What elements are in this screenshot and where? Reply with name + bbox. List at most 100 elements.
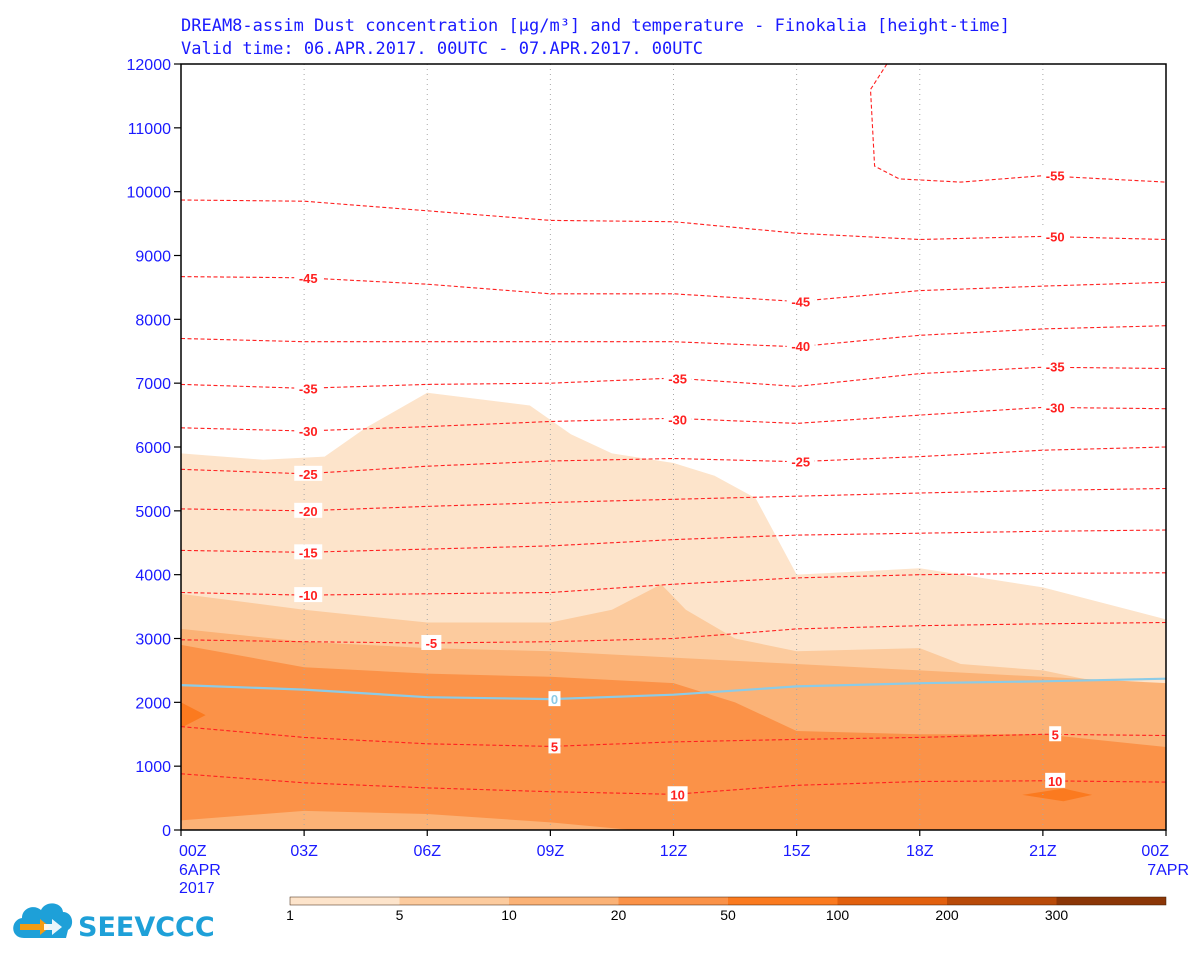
chart-subtitle: Valid time: 06.APR.2017. 00UTC - 07.APR.… [181, 39, 703, 59]
isotherm-label-bg [421, 634, 442, 650]
isotherm-label: 5 [551, 739, 558, 754]
dust-area-50-4 [181, 702, 206, 728]
y-tick-label: 4000 [135, 568, 171, 585]
colorbar-segment-2 [509, 897, 619, 905]
y-tick-label: 1000 [135, 759, 171, 776]
isotherm-label: -35 [299, 381, 318, 396]
y-tick-label: 8000 [135, 312, 171, 329]
isotherm-label: 10 [670, 787, 684, 802]
isotherm--5-16 [180, 621, 1167, 644]
isotherm--35-5 [180, 366, 1167, 389]
y-tick-label: 12000 [127, 57, 172, 74]
isotherm-label-bg [1049, 726, 1062, 742]
x-tick-label: 00Z [1141, 843, 1169, 860]
x-tick-label: 06Z [413, 843, 441, 860]
colorbar-tick-label: 200 [935, 907, 959, 923]
isotherm--40-4 [180, 325, 1167, 348]
isotherm-label-bg [294, 587, 323, 603]
y-tick-label: 9000 [135, 249, 171, 266]
isotherm-label-bg [548, 691, 561, 707]
isotherm-label-bg [294, 502, 323, 518]
isotherm-label: -45 [299, 271, 318, 286]
isotherm-label-bg [667, 786, 688, 802]
isotherm-label-bg [1045, 772, 1066, 788]
colorbar-segment-7 [1056, 897, 1166, 905]
isotherm-label-bg [786, 453, 815, 469]
isotherm-lines [180, 63, 1167, 795]
cloud-arrow-icon [13, 903, 73, 938]
isotherm-0 [180, 677, 1167, 701]
isotherm-label: -30 [668, 413, 687, 428]
isotherm--25-11 [180, 446, 1167, 475]
colorbar-tick-label: 50 [720, 907, 736, 923]
isotherm-label-bg [1041, 228, 1070, 244]
isotherm-label-bg [548, 738, 561, 754]
isotherm-label: -20 [299, 504, 318, 519]
isotherm-label: -25 [299, 467, 318, 482]
isotherm-label: 5 [1052, 727, 1059, 742]
isotherm-label-bg [294, 544, 323, 560]
isotherm-label: 10 [1048, 774, 1062, 789]
colorbar-segment-4 [728, 897, 838, 905]
x-end-date-label: 7APR [1147, 862, 1189, 879]
y-tick-label: 2000 [135, 695, 171, 712]
x-start-date-label: 2017 [179, 880, 215, 897]
colorbar-tick-label: 300 [1045, 907, 1069, 923]
x-tick-label: 12Z [660, 843, 688, 860]
isotherm-label-bg [663, 370, 692, 386]
isotherm--10-15 [180, 572, 1167, 596]
isotherm-labels: -55-50-45-45-40-35-35-35-30-30-30-25-25-… [294, 167, 1070, 802]
colorbar-tick-label: 20 [611, 907, 627, 923]
y-tick-label: 6000 [135, 440, 171, 457]
y-axis: 0 1000 2000 3000 4000 5000 6000 7000 8000 9000 100… [127, 57, 181, 840]
isotherm-label-bg [786, 293, 815, 309]
isotherm-label: -35 [668, 372, 687, 387]
isotherm-label: -45 [791, 294, 810, 309]
isotherm-label-bg [786, 338, 815, 354]
dust-area-20-3 [181, 644, 1166, 830]
isotherm-label: -40 [791, 339, 810, 354]
x-tick-label: 03Z [290, 843, 318, 860]
isotherm-label-bg [663, 411, 692, 427]
colorbar-segment-1 [399, 897, 509, 905]
x-tick-label: 15Z [783, 843, 811, 860]
y-tick-label: 10000 [127, 185, 172, 202]
isotherm-label: -5 [426, 636, 438, 651]
chart-title: DREAM8-assim Dust concentration [μg/m³] … [181, 16, 1010, 36]
seevccc-logo: SEEVCCC [13, 903, 215, 943]
isotherm-label: -35 [1046, 360, 1065, 375]
isotherm-label-bg [294, 269, 323, 285]
isotherm-10-20 [180, 773, 1167, 795]
isotherm-label: 0 [551, 692, 558, 707]
isotherm-5-18 [180, 726, 1167, 747]
colorbar-tick-label: 100 [826, 907, 850, 923]
isotherm--50-1 [180, 199, 1167, 241]
colorbar-segment-6 [947, 897, 1057, 905]
y-tick-label: 7000 [135, 376, 171, 393]
x-tick-label: 18Z [906, 843, 934, 860]
colorbar-segment-0 [290, 897, 400, 905]
colorbar: 1 5 10 20 50 100 200 300 [286, 896, 1167, 923]
isotherm-label: -30 [299, 424, 318, 439]
x-start-date-label: 6APR [179, 862, 221, 879]
isotherm-label-bg [294, 380, 323, 396]
colorbar-outline [289, 896, 1167, 906]
isotherm--30-8 [180, 406, 1167, 432]
isotherm--45-2 [180, 276, 1167, 303]
isotherm--55-0 [869, 63, 1167, 183]
dust-area-bottom [181, 810, 633, 830]
y-tick-label: 0 [162, 823, 171, 840]
isotherm-label-bg [294, 465, 323, 481]
isotherm-label: -25 [791, 455, 810, 470]
colorbar-segment-5 [837, 897, 947, 905]
isotherm--20-13 [180, 487, 1167, 512]
isotherm-label: -55 [1046, 169, 1065, 184]
logo-text: SEEVCCC [78, 912, 215, 943]
y-tick-label: 5000 [135, 504, 171, 521]
x-tick-label: 00Z [179, 843, 207, 860]
colorbar-tick-label: 10 [501, 907, 517, 923]
colorbar-tick-label: 5 [396, 907, 404, 923]
x-tick-label: 09Z [537, 843, 565, 860]
